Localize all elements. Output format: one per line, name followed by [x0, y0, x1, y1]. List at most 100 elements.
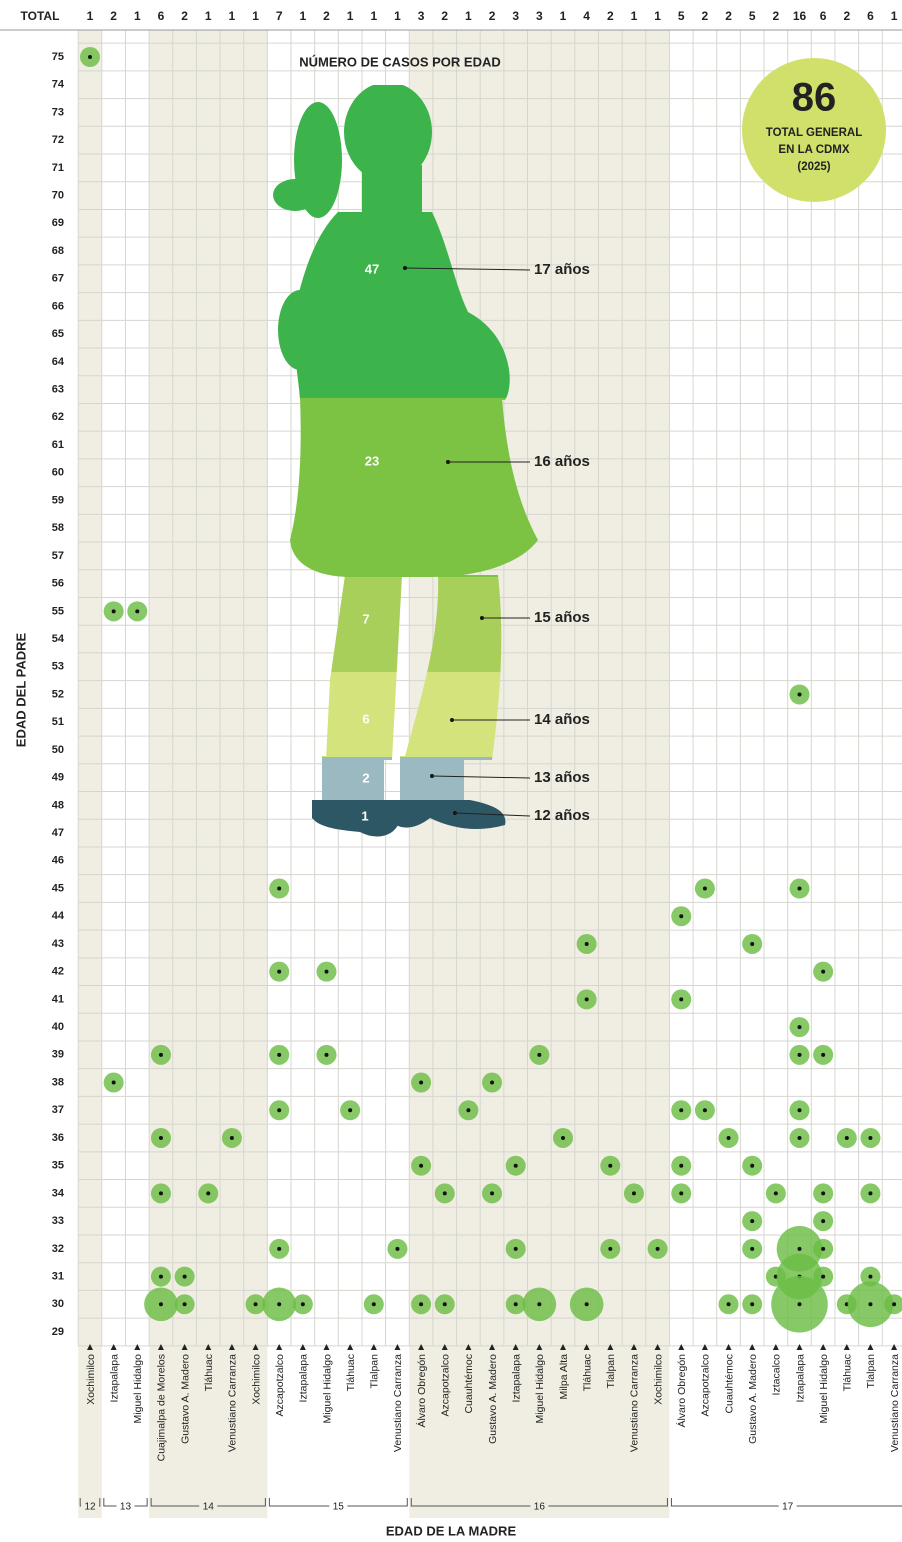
label-arrow	[867, 1344, 873, 1350]
bubble-center	[514, 1302, 518, 1306]
bubble-center	[868, 1302, 872, 1306]
y-axis-title: EDAD DEL PADRE	[13, 632, 28, 747]
x-tick-label: Álvaro Obregón	[415, 1354, 428, 1428]
column-total: 1	[229, 9, 236, 23]
bubble-center	[750, 1219, 754, 1223]
column-total: 2	[181, 9, 188, 23]
label-arrow	[111, 1344, 117, 1350]
bubble-center	[277, 1108, 281, 1112]
y-tick-label: 34	[52, 1187, 65, 1199]
x-tick-label: Tláhuac	[203, 1354, 215, 1391]
bubble-center	[798, 1025, 802, 1029]
bubble-center	[750, 942, 754, 946]
bubble-center	[514, 1164, 518, 1168]
y-tick-label: 46	[52, 855, 64, 867]
label-arrow	[371, 1344, 377, 1350]
y-tick-label: 32	[52, 1243, 64, 1255]
y-tick-label: 71	[52, 162, 64, 174]
bubble-center	[798, 1053, 802, 1057]
x-tick-label: Miguel Hidalgo	[534, 1354, 546, 1424]
bubble-center	[798, 1302, 802, 1306]
bubble-center	[585, 942, 589, 946]
column-total: 1	[300, 9, 307, 23]
x-tick-label: Cuajimalpa de Morelos	[156, 1354, 168, 1461]
group-label: 12	[84, 1502, 96, 1513]
bubble-center	[821, 1191, 825, 1195]
column-total: 3	[418, 9, 425, 23]
column-total: 6	[820, 9, 827, 23]
inset-title: NÚMERO DE CASOS POR EDAD	[299, 54, 501, 69]
y-tick-label: 53	[52, 661, 64, 673]
bubble-center	[868, 1191, 872, 1195]
bubble-center	[277, 1053, 281, 1057]
column-total: 1	[370, 9, 377, 23]
y-tick-label: 40	[52, 1021, 64, 1033]
y-tick-label: 47	[52, 827, 64, 839]
y-tick-label: 37	[52, 1104, 64, 1116]
bubble-center	[301, 1302, 305, 1306]
label-arrow	[773, 1344, 779, 1350]
x-tick-label: Xochimilco	[250, 1354, 262, 1405]
bubble-center	[727, 1302, 731, 1306]
band-value: 23	[365, 453, 379, 468]
column-total: 1	[465, 9, 472, 23]
x-tick-label: Iztapalapa	[510, 1354, 522, 1403]
label-arrow	[347, 1344, 353, 1350]
column-total: 3	[512, 9, 519, 23]
bubble-center	[206, 1191, 210, 1195]
y-tick-label: 58	[52, 522, 64, 534]
y-tick-label: 65	[52, 328, 64, 340]
y-tick-label: 39	[52, 1049, 64, 1061]
bubble-center	[679, 997, 683, 1001]
label-arrow	[820, 1344, 826, 1350]
y-tick-label: 30	[52, 1298, 64, 1310]
y-tick-label: 62	[52, 411, 64, 423]
x-tick-label: Gustavo A. Madero	[487, 1354, 499, 1444]
bubble-center	[727, 1136, 731, 1140]
y-tick-label: 73	[52, 106, 64, 118]
bubble-center	[798, 887, 802, 891]
band-label: 15 años	[534, 609, 590, 626]
bubble-center	[821, 1275, 825, 1279]
column-total: 2	[773, 9, 780, 23]
bubble-center	[466, 1108, 470, 1112]
y-tick-label: 66	[52, 300, 64, 312]
bubble-center	[632, 1191, 636, 1195]
bubble-center	[750, 1302, 754, 1306]
column-total: 2	[441, 9, 448, 23]
y-tick-label: 49	[52, 772, 64, 784]
bubble-center	[277, 1302, 281, 1306]
y-tick-label: 57	[52, 550, 64, 562]
total-caption: TOTAL GENERAL	[766, 127, 862, 139]
column-total: 1	[560, 9, 567, 23]
y-tick-label: 60	[52, 467, 64, 479]
total-caption: (2025)	[797, 161, 830, 173]
bubble-center	[490, 1191, 494, 1195]
y-tick-label: 41	[52, 993, 64, 1005]
x-tick-label: Tláhuac	[345, 1354, 357, 1391]
column-total: 5	[749, 9, 756, 23]
label-arrow	[678, 1344, 684, 1350]
bubble-center	[277, 970, 281, 974]
column-total: 1	[891, 9, 898, 23]
label-arrow	[324, 1344, 330, 1350]
y-tick-label: 38	[52, 1076, 64, 1088]
column-total: 1	[654, 9, 661, 23]
y-tick-label: 70	[52, 189, 64, 201]
column-total: 1	[205, 9, 212, 23]
band-label: 17 años	[534, 261, 590, 278]
label-arrow	[726, 1344, 732, 1350]
bubble-center	[774, 1191, 778, 1195]
x-tick-label: Tláhuac	[581, 1354, 593, 1391]
x-tick-label: Venustiano Carranza	[392, 1354, 404, 1452]
bubble-center	[537, 1053, 541, 1057]
column-total: 6	[867, 9, 874, 23]
bubble-center	[798, 1247, 802, 1251]
y-tick-label: 75	[52, 51, 64, 63]
bubble-center	[159, 1053, 163, 1057]
bubble-center	[868, 1275, 872, 1279]
x-tick-label: Cuauhtémoc	[463, 1354, 475, 1414]
bubble-center	[679, 1191, 683, 1195]
y-tick-label: 63	[52, 384, 64, 396]
label-arrow	[276, 1344, 282, 1350]
